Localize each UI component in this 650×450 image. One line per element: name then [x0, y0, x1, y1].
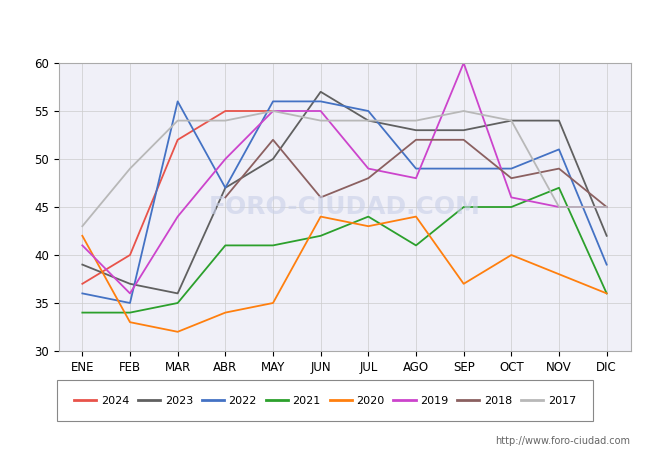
Text: http://www.foro-ciudad.com: http://www.foro-ciudad.com — [495, 436, 630, 446]
Legend: 2024, 2023, 2022, 2021, 2020, 2019, 2018, 2017: 2024, 2023, 2022, 2021, 2020, 2019, 2018… — [70, 391, 580, 410]
Text: FORO-CIUDAD.COM: FORO-CIUDAD.COM — [209, 195, 480, 219]
Text: Afiliados en Campillo de Ranas a 31/5/2024: Afiliados en Campillo de Ranas a 31/5/20… — [128, 18, 522, 36]
